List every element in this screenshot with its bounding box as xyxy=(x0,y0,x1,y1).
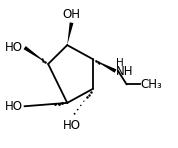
Text: HO: HO xyxy=(5,100,23,113)
Text: CH₃: CH₃ xyxy=(140,78,162,91)
Polygon shape xyxy=(23,46,48,64)
Polygon shape xyxy=(93,59,116,73)
Text: H: H xyxy=(116,58,124,68)
Text: HO: HO xyxy=(5,41,23,54)
Text: HO: HO xyxy=(62,119,81,132)
Polygon shape xyxy=(67,22,74,45)
Text: OH: OH xyxy=(62,8,81,21)
Text: NH: NH xyxy=(116,65,134,78)
